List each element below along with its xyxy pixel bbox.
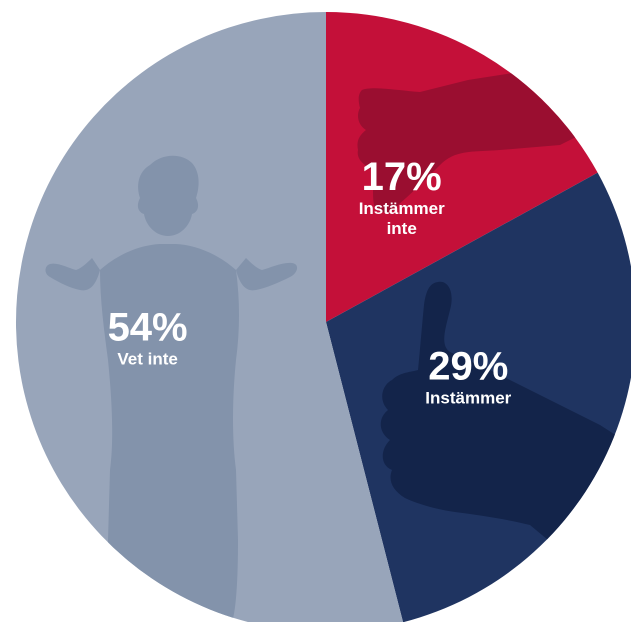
slice-category-label: Vet inte: [117, 350, 177, 369]
slice-category-label: Instämmer: [425, 389, 511, 408]
thumbs-down-icon: [357, 72, 580, 213]
slice-value-label: 17%: [362, 155, 442, 199]
thumbs-up-icon: [380, 281, 631, 540]
slice-label-group-vet-inte: 54% Vet inte: [108, 306, 188, 369]
slice-value-label: 54%: [108, 306, 188, 350]
slice-label-group-instammer: 29% Instämmer: [425, 345, 511, 408]
shrugging-person-icon: [45, 155, 298, 622]
slice-category-label: Instämmer: [359, 199, 445, 218]
slice-category-label: inte: [387, 219, 417, 238]
slice-label-group-instammer-inte: 17% Instämmer inte: [359, 155, 445, 238]
slice-value-label: 29%: [428, 345, 508, 389]
